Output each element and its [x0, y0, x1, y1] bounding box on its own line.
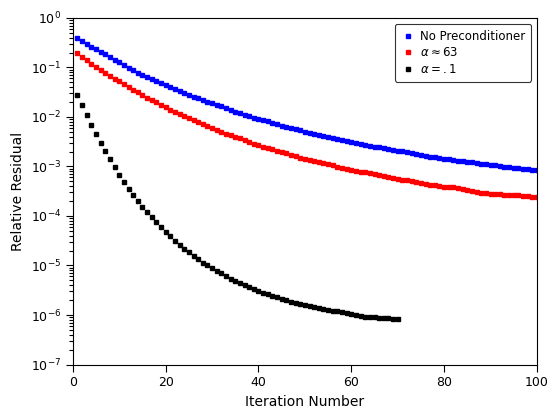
$\alpha = .1$	[158, 225, 165, 230]
Legend: No Preconditioner, $\alpha \approx 63$, $\alpha = .1$: No Preconditioner, $\alpha \approx 63$, …	[395, 24, 531, 82]
No Preconditioner	[534, 168, 540, 173]
$\alpha \approx 63$	[311, 159, 318, 164]
$\alpha \approx 63$	[534, 195, 540, 200]
$\alpha \approx 63$	[510, 193, 517, 198]
Line: No Preconditioner: No Preconditioner	[76, 37, 539, 172]
$\alpha = .1$	[148, 215, 155, 220]
No Preconditioner	[162, 82, 169, 87]
No Preconditioner	[510, 165, 517, 171]
Y-axis label: Relative Residual: Relative Residual	[11, 131, 25, 251]
No Preconditioner	[348, 139, 354, 144]
$\alpha \approx 63$	[497, 192, 503, 197]
Line: $\alpha = .1$: $\alpha = .1$	[76, 93, 400, 321]
$\alpha = .1$	[250, 287, 257, 292]
X-axis label: Iteration Number: Iteration Number	[245, 395, 365, 409]
$\alpha \approx 63$	[348, 168, 354, 173]
No Preconditioner	[181, 90, 188, 95]
No Preconditioner	[74, 36, 81, 41]
$\alpha = .1$	[74, 92, 81, 97]
$\alpha = .1$	[171, 238, 178, 243]
$\alpha = .1$	[394, 317, 401, 322]
Line: $\alpha \approx 63$: $\alpha \approx 63$	[76, 51, 539, 200]
$\alpha = .1$	[343, 311, 350, 316]
$\alpha \approx 63$	[74, 51, 81, 56]
$\alpha = .1$	[348, 312, 354, 317]
$\alpha \approx 63$	[181, 114, 188, 119]
$\alpha \approx 63$	[162, 105, 169, 110]
No Preconditioner	[497, 163, 503, 168]
No Preconditioner	[311, 131, 318, 136]
